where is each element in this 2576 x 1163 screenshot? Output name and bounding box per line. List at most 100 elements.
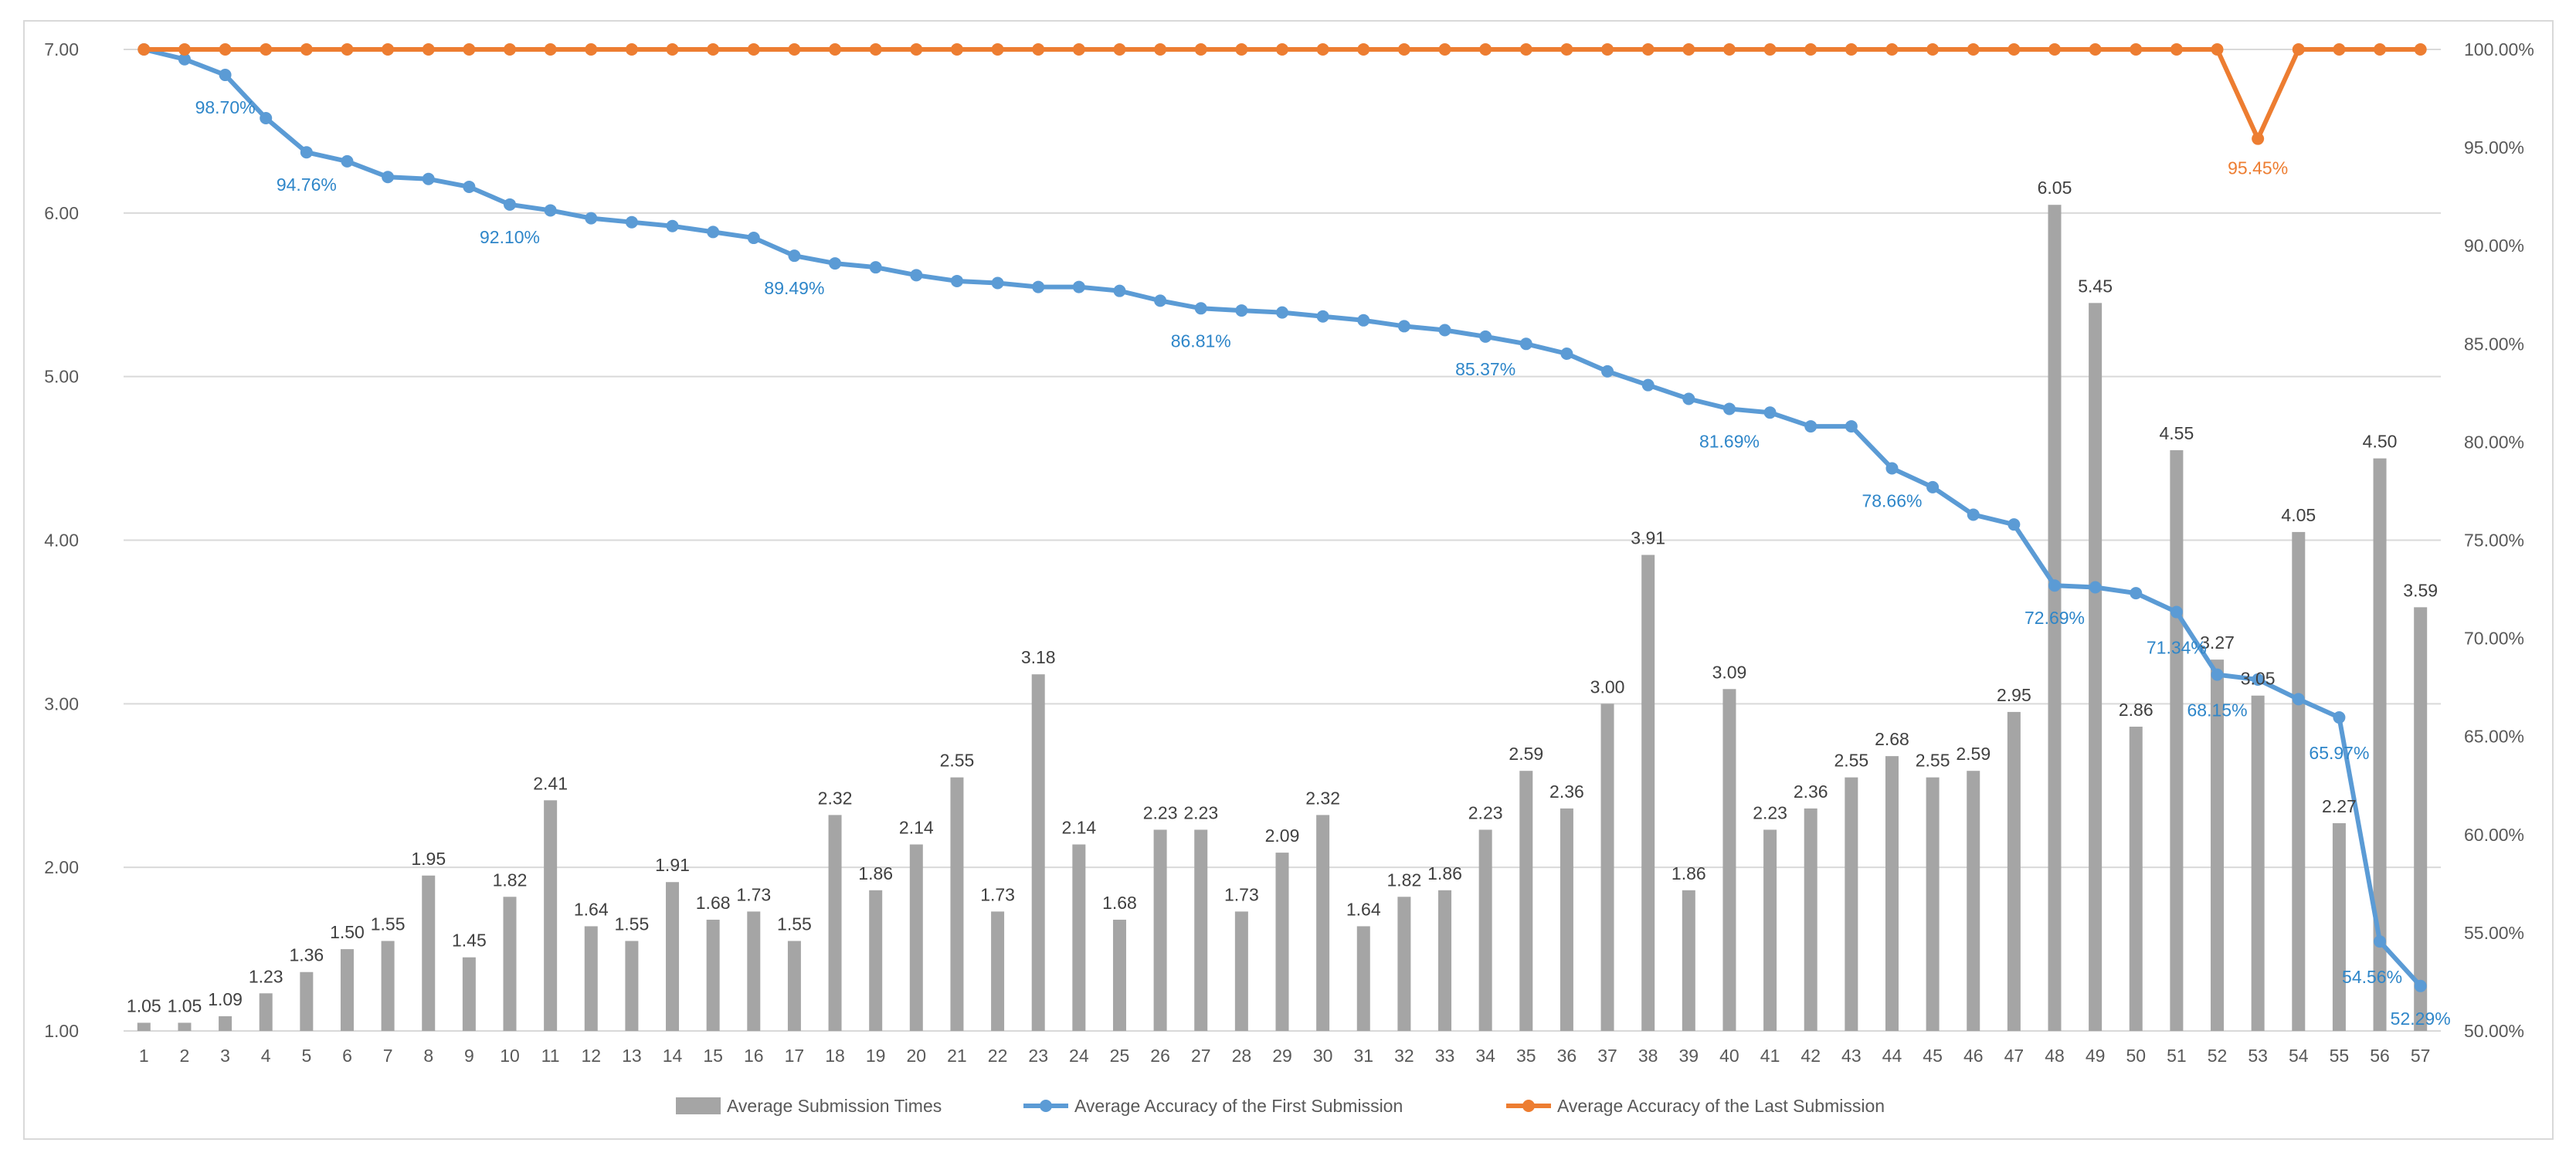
first-submission-marker bbox=[1316, 310, 1329, 323]
x-tick-label: 55 bbox=[2330, 1046, 2350, 1066]
bar bbox=[2089, 303, 2103, 1031]
x-tick-label: 33 bbox=[1435, 1046, 1455, 1066]
first-submission-marker bbox=[1601, 364, 1614, 378]
x-tick-label: 30 bbox=[1313, 1046, 1333, 1066]
bar bbox=[1275, 853, 1289, 1031]
bar-data-label: 1.91 bbox=[655, 855, 690, 875]
first-submission-marker bbox=[300, 146, 313, 159]
first-submission-marker bbox=[1194, 302, 1207, 315]
first-submission-marker bbox=[2170, 605, 2183, 619]
x-tick-label: 7 bbox=[383, 1046, 393, 1066]
last-submission-marker bbox=[1072, 43, 1085, 56]
first-submission-marker bbox=[2130, 587, 2143, 600]
last-submission-marker bbox=[666, 43, 679, 56]
bar bbox=[625, 941, 639, 1031]
last-submission-marker bbox=[422, 43, 435, 56]
y-right-tick-label: 50.00% bbox=[2464, 1021, 2524, 1041]
last-submission-marker bbox=[1804, 43, 1817, 56]
first-submission-marker bbox=[625, 215, 638, 229]
x-tick-label: 54 bbox=[2289, 1046, 2309, 1066]
last-submission-marker bbox=[1722, 43, 1736, 56]
bar bbox=[2332, 822, 2346, 1031]
bar-data-label: 1.55 bbox=[615, 914, 650, 934]
bar bbox=[340, 949, 354, 1031]
y-right-tick-label: 95.00% bbox=[2464, 137, 2524, 158]
data-labels: 1.05 1.05 1.09 1.23 1.36 1.50 1.55 1.95 1.45 1.82… bbox=[127, 97, 2451, 1029]
bar-data-label: 3.00 bbox=[1590, 676, 1625, 697]
x-tick-label: 14 bbox=[663, 1046, 683, 1066]
bar bbox=[381, 941, 395, 1031]
first-submission-marker bbox=[1804, 420, 1817, 433]
bar bbox=[1926, 777, 1940, 1031]
x-tick-label: 43 bbox=[1841, 1046, 1862, 1066]
bar-data-label: 1.68 bbox=[696, 893, 731, 913]
bar-data-label: 3.05 bbox=[2241, 669, 2276, 689]
bar bbox=[1031, 674, 1045, 1031]
x-tick-label: 8 bbox=[423, 1046, 433, 1066]
bar bbox=[1153, 829, 1167, 1031]
bar bbox=[666, 882, 680, 1031]
bar-data-label: 1.86 bbox=[858, 863, 893, 883]
x-tick-label: 47 bbox=[2004, 1046, 2024, 1066]
first-submission-data-label: 89.49% bbox=[764, 278, 824, 298]
last-submission-marker bbox=[1682, 43, 1695, 56]
bar bbox=[2048, 205, 2062, 1031]
first-submission-data-label: 81.69% bbox=[1699, 431, 1760, 451]
bar bbox=[2170, 449, 2184, 1031]
legend: Average Submission Times Average Accuracy… bbox=[676, 1096, 1885, 1116]
bar bbox=[2292, 531, 2306, 1031]
last-submission-marker bbox=[1235, 43, 1248, 56]
x-tick-label: 32 bbox=[1394, 1046, 1414, 1066]
first-submission-marker bbox=[829, 257, 842, 270]
bar bbox=[1112, 919, 1126, 1031]
first-submission-marker bbox=[1479, 330, 1492, 343]
first-submission-marker bbox=[950, 274, 963, 287]
bar bbox=[1722, 689, 1736, 1031]
x-tick-label: 11 bbox=[541, 1046, 560, 1066]
y-right-tick-label: 80.00% bbox=[2464, 432, 2524, 452]
x-tick-label: 22 bbox=[988, 1046, 1008, 1066]
first-submission-marker bbox=[910, 269, 923, 282]
bar bbox=[706, 919, 720, 1031]
bar-data-label: 1.68 bbox=[1102, 893, 1137, 913]
bar bbox=[1234, 911, 1248, 1031]
x-tick-label: 6 bbox=[342, 1046, 352, 1066]
y-right-tick-label: 65.00% bbox=[2464, 727, 2524, 747]
bar-data-label: 1.09 bbox=[208, 989, 243, 1009]
last-submission-marker bbox=[707, 43, 720, 56]
x-tick-label: 12 bbox=[581, 1046, 601, 1066]
last-submission-marker bbox=[178, 43, 191, 56]
last-submission-marker bbox=[910, 43, 923, 56]
first-submission-marker bbox=[219, 69, 232, 82]
bar-data-label: 2.59 bbox=[1509, 744, 1543, 764]
bar-data-label: 4.55 bbox=[2160, 423, 2194, 443]
bar bbox=[2251, 695, 2265, 1031]
bar-data-label: 2.36 bbox=[1549, 782, 1584, 802]
x-tick-label: 51 bbox=[2167, 1046, 2187, 1066]
bar bbox=[2129, 726, 2143, 1031]
bar bbox=[1316, 815, 1330, 1031]
first-submission-marker bbox=[2333, 711, 2346, 724]
bar-data-label: 1.05 bbox=[127, 995, 161, 1016]
bar-data-label: 4.05 bbox=[2281, 505, 2316, 525]
x-tick-label: 10 bbox=[500, 1046, 520, 1066]
first-submission-marker bbox=[382, 171, 395, 184]
y-right-tick-label: 85.00% bbox=[2464, 334, 2524, 354]
bar-data-label: 1.23 bbox=[249, 966, 283, 986]
last-submission-marker bbox=[2008, 43, 2021, 56]
last-submission-marker bbox=[2211, 43, 2224, 56]
bar-data-label: 1.55 bbox=[777, 914, 812, 934]
x-tick-label: 39 bbox=[1679, 1046, 1699, 1066]
bar-data-label: 1.73 bbox=[1224, 884, 1259, 904]
x-tick-label: 27 bbox=[1191, 1046, 1211, 1066]
bar-data-label: 2.55 bbox=[940, 751, 975, 771]
bar-data-label: 2.41 bbox=[533, 773, 568, 793]
first-submission-data-label: 71.34% bbox=[2147, 638, 2207, 658]
bar-data-label: 1.95 bbox=[411, 849, 446, 869]
first-submission-marker bbox=[260, 111, 273, 124]
x-tick-label: 2 bbox=[180, 1046, 190, 1066]
bar bbox=[1682, 890, 1695, 1031]
x-tick-label: 1 bbox=[139, 1046, 149, 1066]
x-tick-label: 42 bbox=[1800, 1046, 1821, 1066]
x-tick-label: 26 bbox=[1150, 1046, 1170, 1066]
